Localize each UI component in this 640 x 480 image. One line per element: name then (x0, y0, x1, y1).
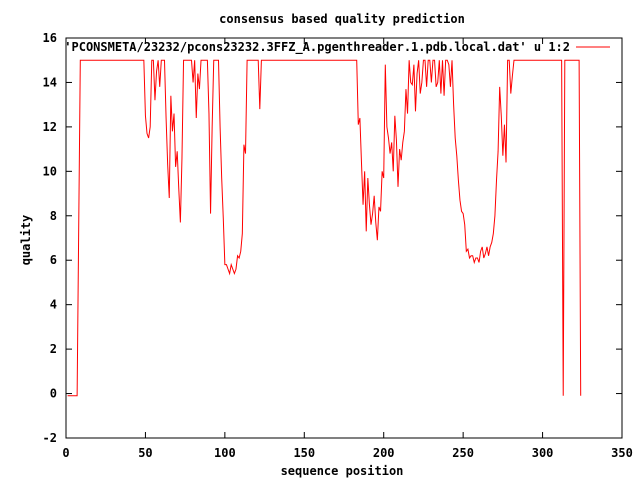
y-tick-label: -2 (43, 431, 57, 445)
y-tick-label: 12 (43, 120, 57, 134)
y-tick-label: 6 (50, 253, 57, 267)
y-tick-label: 16 (43, 31, 57, 45)
y-tick-label: 14 (43, 75, 57, 89)
x-axis-label: sequence position (281, 464, 404, 478)
series-line (67, 59, 582, 397)
x-tick-label: 50 (138, 446, 152, 460)
y-tick-label: 0 (50, 387, 57, 401)
y-tick-label: 4 (50, 298, 57, 312)
y-tick-label: 2 (50, 342, 57, 356)
legend: 'PCONSMETA/23232/pcons23232.3FFZ_A.pgent… (64, 40, 610, 55)
x-tick-label: 0 (62, 446, 69, 460)
x-tick-label: 350 (611, 446, 633, 460)
y-tick-label: 10 (43, 164, 57, 178)
plot-frame (65, 37, 623, 439)
x-tick-label: 200 (373, 446, 395, 460)
x-tick-label: 150 (293, 446, 315, 460)
x-tick-label: 100 (214, 446, 236, 460)
chart-title: consensus based quality prediction (219, 12, 465, 26)
y-axis-label: quality (19, 215, 33, 266)
legend-entry-label: 'PCONSMETA/23232/pcons23232.3FFZ_A.pgent… (64, 40, 570, 55)
y-tick-label: 8 (50, 209, 57, 223)
x-tick-label: 300 (532, 446, 554, 460)
axis-ticks: -2 0 2 4 6 8 10 12 14 16 0 50 100 150 200 250 300 350 (43, 31, 633, 460)
x-tick-label: 250 (452, 446, 474, 460)
